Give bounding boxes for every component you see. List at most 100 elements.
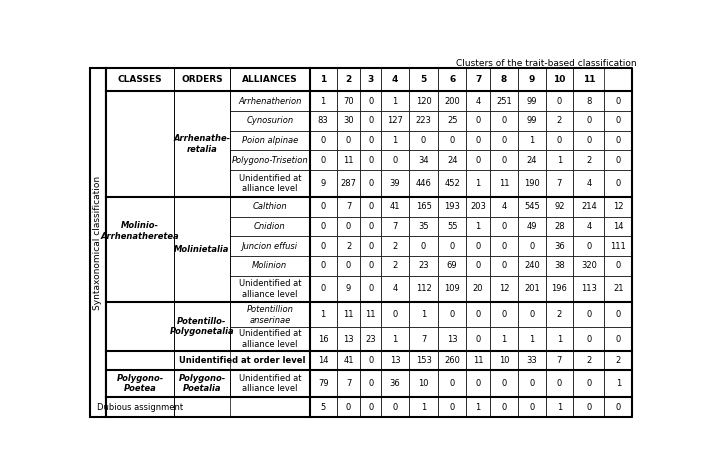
Text: 0: 0 [368, 202, 373, 211]
Bar [490, 111, 518, 130]
Text: 0: 0 [449, 136, 455, 145]
Text: 0: 0 [587, 403, 592, 412]
Bar [438, 256, 466, 276]
Text: 9: 9 [528, 75, 535, 84]
Text: 2: 2 [346, 242, 351, 251]
Text: 0: 0 [587, 334, 592, 343]
Bar [466, 91, 490, 111]
Bar [518, 150, 545, 170]
Text: 0: 0 [368, 379, 373, 388]
Bar [604, 170, 632, 197]
Text: 1: 1 [529, 136, 535, 145]
Text: 8: 8 [586, 97, 592, 106]
Bar [337, 302, 360, 327]
Bar [409, 197, 438, 217]
Text: 0: 0 [421, 136, 426, 145]
Bar [438, 197, 466, 217]
Text: 55: 55 [447, 222, 457, 231]
Text: 24: 24 [447, 156, 457, 165]
Text: 41: 41 [343, 356, 354, 365]
Text: 1: 1 [501, 334, 507, 343]
Bar [309, 150, 337, 170]
Text: 0: 0 [616, 179, 621, 188]
Bar [230, 170, 309, 197]
Bar [545, 197, 573, 217]
Bar [309, 91, 337, 111]
Bar [604, 150, 632, 170]
Text: 0: 0 [587, 242, 592, 251]
Bar [337, 256, 360, 276]
Bar [337, 236, 360, 256]
Bar [573, 397, 604, 417]
Text: 10: 10 [418, 379, 429, 388]
Text: 4: 4 [587, 222, 592, 231]
Bar [518, 217, 545, 236]
Text: 1: 1 [421, 310, 426, 319]
Bar [174, 397, 309, 417]
Bar [381, 111, 409, 130]
Bar [174, 91, 230, 197]
Bar [409, 256, 438, 276]
Text: 2: 2 [616, 356, 621, 365]
Text: 111: 111 [611, 242, 626, 251]
Text: 2: 2 [557, 310, 562, 319]
Bar [466, 197, 490, 217]
Text: 11: 11 [365, 310, 376, 319]
Bar [360, 327, 381, 351]
Text: Molinietalia: Molinietalia [174, 245, 230, 254]
Text: 0: 0 [368, 156, 373, 165]
Text: 0: 0 [368, 97, 373, 106]
Bar [230, 256, 309, 276]
Text: 0: 0 [346, 136, 351, 145]
Text: 0: 0 [321, 202, 326, 211]
Text: 1: 1 [557, 403, 562, 412]
Bar [490, 217, 518, 236]
Text: 2: 2 [392, 261, 397, 270]
Text: 223: 223 [416, 116, 432, 125]
Bar [438, 111, 466, 130]
Text: 1: 1 [476, 179, 481, 188]
Bar [518, 327, 545, 351]
Text: 0: 0 [616, 261, 621, 270]
Text: 14: 14 [613, 222, 624, 231]
Bar [337, 130, 360, 150]
Bar [409, 130, 438, 150]
Text: 0: 0 [449, 403, 455, 412]
Text: 0: 0 [392, 310, 397, 319]
Bar [466, 150, 490, 170]
Bar [438, 91, 466, 111]
Bar [337, 111, 360, 130]
Text: 30: 30 [343, 116, 354, 125]
Bar [360, 256, 381, 276]
Bar [438, 236, 466, 256]
Bar [490, 351, 518, 370]
Text: 21: 21 [613, 284, 624, 293]
Bar [573, 276, 604, 302]
Text: 1: 1 [476, 403, 481, 412]
Text: Unidentified at
alliance level: Unidentified at alliance level [239, 329, 301, 349]
Text: Arrhenatherion: Arrhenatherion [238, 97, 301, 106]
Text: 7: 7 [392, 222, 397, 231]
Bar [230, 217, 309, 236]
Bar [230, 302, 309, 327]
Bar [381, 68, 409, 91]
Bar [381, 236, 409, 256]
Bar [309, 370, 337, 397]
Bar [381, 302, 409, 327]
Bar [309, 276, 337, 302]
Text: 39: 39 [390, 179, 400, 188]
Text: 2: 2 [557, 116, 562, 125]
Bar [106, 397, 174, 417]
Bar [409, 170, 438, 197]
Text: 0: 0 [501, 261, 507, 270]
Text: 0: 0 [476, 156, 481, 165]
Bar [360, 370, 381, 397]
Bar [309, 111, 337, 130]
Bar [490, 150, 518, 170]
Text: 1: 1 [392, 136, 397, 145]
Text: 0: 0 [501, 156, 507, 165]
Text: Cynosurion: Cynosurion [246, 116, 294, 125]
Bar [360, 170, 381, 197]
Bar [490, 236, 518, 256]
Text: 8: 8 [501, 75, 507, 84]
